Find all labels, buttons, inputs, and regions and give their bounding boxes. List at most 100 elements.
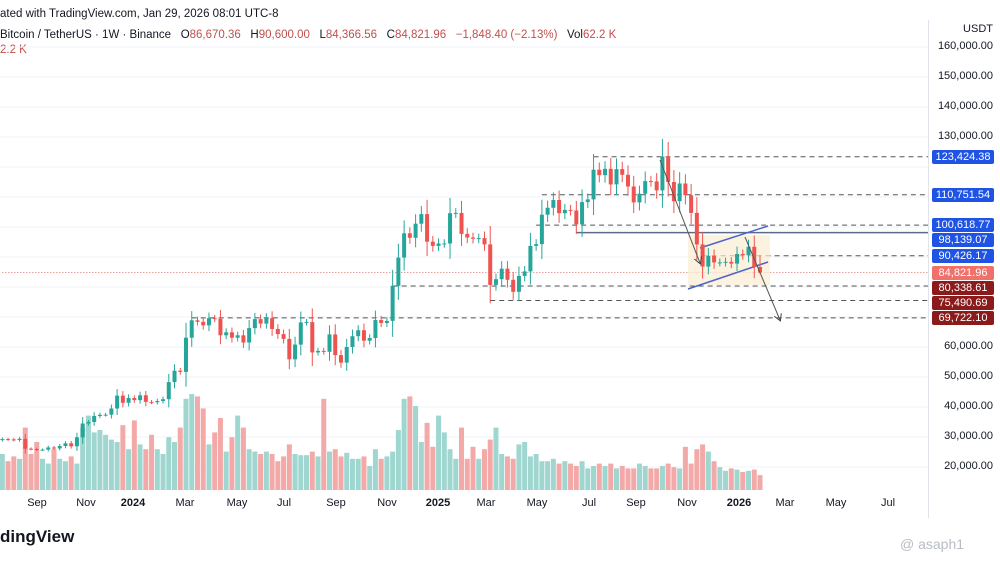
- time-tick: Mar: [775, 497, 795, 509]
- candle-body: [172, 370, 177, 383]
- volume-bar: [493, 427, 499, 490]
- volume-bar: [740, 472, 746, 490]
- time-tick: 2026: [726, 497, 752, 509]
- price-tick: 130,000.00: [937, 130, 993, 142]
- candle-body: [402, 233, 407, 258]
- candle-body: [511, 279, 516, 292]
- volume-bar: [562, 461, 568, 490]
- volume-bar: [723, 470, 729, 490]
- volume-bar: [631, 468, 637, 490]
- volume-bar: [602, 466, 608, 490]
- volume-bar: [424, 422, 430, 490]
- volume-bar: [579, 461, 585, 490]
- candle-body: [740, 254, 745, 256]
- candle-body: [367, 338, 372, 341]
- volume-bar: [545, 461, 551, 490]
- volume-bar: [751, 469, 757, 490]
- candle-body: [534, 244, 539, 246]
- candle-body: [442, 243, 447, 245]
- volume-bar: [470, 446, 476, 490]
- volume-bar: [596, 463, 602, 490]
- price-level-tag: 100,618.77: [932, 218, 994, 233]
- volume-bar: [367, 466, 373, 490]
- volume-bar: [281, 456, 287, 490]
- candle-body: [723, 261, 728, 263]
- volume-bar: [659, 466, 665, 490]
- candle-body: [384, 320, 389, 323]
- volume-bar: [344, 452, 350, 490]
- volume-bar: [395, 430, 401, 490]
- candle-body: [316, 350, 321, 353]
- candle-body: [717, 262, 722, 264]
- candle-body: [448, 213, 453, 244]
- candle-body: [671, 182, 676, 202]
- symbol-name[interactable]: Bitcoin / TetherUS · 1W · Binance: [0, 29, 172, 41]
- candle-body: [166, 382, 171, 400]
- volume-bar: [361, 456, 367, 490]
- high-value: 90,600.00: [258, 29, 310, 41]
- candle-body: [660, 156, 665, 191]
- candle-body: [436, 243, 441, 246]
- volume-bar: [510, 458, 516, 490]
- candle-body: [488, 244, 493, 285]
- candle-body: [396, 257, 401, 286]
- volume-bar: [694, 449, 700, 490]
- volume-bar: [591, 466, 597, 490]
- volume-bar: [499, 454, 505, 490]
- candle-body: [407, 233, 412, 238]
- candle-body: [126, 398, 131, 403]
- watermark: @ asaph1: [900, 536, 965, 552]
- candle-body: [184, 337, 188, 372]
- candle-body: [620, 169, 625, 175]
- volume-bar: [298, 455, 304, 490]
- price-level-tag: 98,139.07: [932, 233, 994, 248]
- candle-body: [625, 174, 630, 187]
- candle-body: [40, 449, 45, 451]
- price-chart[interactable]: [0, 0, 928, 520]
- volume-bar: [120, 425, 126, 490]
- candle-body: [430, 241, 435, 246]
- candle-body: [545, 207, 550, 215]
- volume-bar: [487, 439, 493, 490]
- candle-body: [57, 446, 62, 449]
- candle-body: [597, 169, 602, 176]
- volume-bar: [263, 451, 269, 490]
- time-tick: May: [226, 497, 248, 509]
- volume-bar: [143, 449, 149, 490]
- volume-label: Vol: [567, 29, 583, 41]
- candle-body: [161, 399, 166, 401]
- candle-body: [0, 439, 5, 441]
- candle-body: [206, 318, 211, 326]
- volume-bar: [149, 434, 155, 490]
- candle-body: [224, 332, 229, 336]
- volume-bar: [556, 463, 562, 490]
- candle-body: [712, 255, 717, 263]
- time-tick: Jul: [581, 497, 597, 509]
- volume-bar: [85, 415, 91, 490]
- candle-body: [631, 186, 636, 203]
- candle-body: [69, 443, 74, 447]
- candle-body: [677, 183, 682, 202]
- price-axis[interactable]: USDT 123,424.38 110,751.54 100,618.77 98,13…: [928, 20, 1000, 518]
- price-tick: 40,000.00: [944, 400, 993, 412]
- price-tick: 140,000.00: [937, 100, 993, 112]
- volume-bar: [516, 444, 522, 490]
- candle-body: [752, 246, 757, 267]
- volume-bar: [671, 467, 677, 490]
- candle-body: [74, 437, 79, 447]
- time-tick: May: [825, 497, 847, 509]
- volume-bar: [103, 434, 109, 490]
- volume-bar: [355, 458, 361, 490]
- volume-bar: [206, 444, 212, 490]
- candle-body: [459, 212, 464, 234]
- volume-bar: [240, 427, 246, 490]
- volume-bar: [154, 449, 160, 490]
- volume-bar: [309, 451, 315, 490]
- time-tick: Nov: [377, 497, 397, 509]
- volume-bar: [688, 463, 694, 490]
- candle-body: [23, 438, 28, 449]
- candle-body: [235, 335, 240, 338]
- time-tick: Mar: [476, 497, 496, 509]
- candle-body: [413, 223, 418, 238]
- open-label: O: [180, 29, 190, 41]
